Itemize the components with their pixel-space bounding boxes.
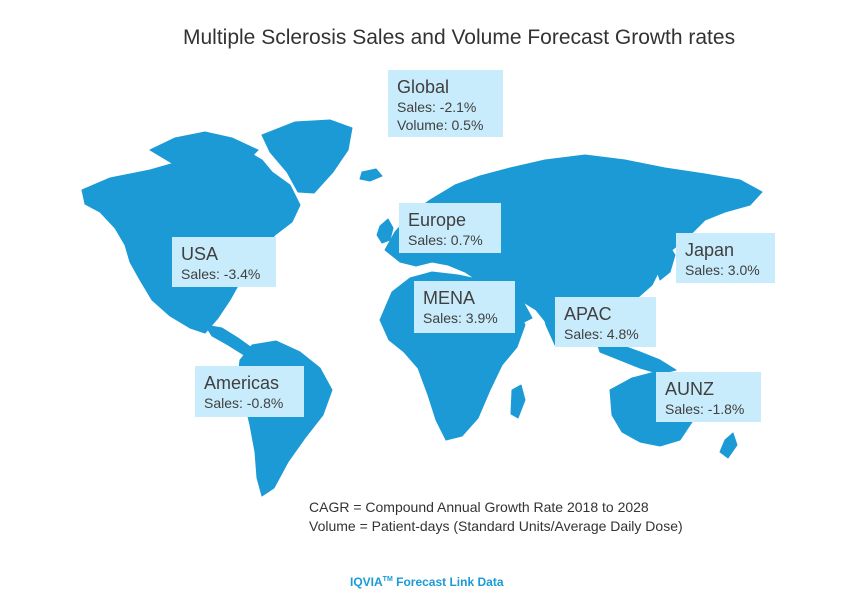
source-brand: IQVIA	[350, 575, 383, 589]
region-label-americas: Americas Sales: -0.8%	[195, 366, 304, 417]
source-trademark: TM	[382, 576, 393, 583]
footnote-volume: Volume = Patient-days (Standard Units/Av…	[309, 518, 683, 534]
british-isles-landmass	[376, 218, 394, 244]
region-name-global: Global	[397, 77, 450, 97]
region-sales-global: Sales: -2.1%	[397, 99, 477, 115]
region-name-mena: MENA	[423, 288, 476, 308]
region-sales-japan: Sales: 3.0%	[685, 262, 760, 278]
region-name-usa: USA	[181, 244, 219, 264]
region-label-mena: MENA Sales: 3.9%	[414, 281, 515, 333]
region-sales-mena: Sales: 3.9%	[423, 310, 498, 326]
region-label-apac: APAC Sales: 4.8%	[555, 297, 656, 347]
madagascar-landmass	[510, 384, 526, 419]
footnote-cagr: CAGR = Compound Annual Growth Rate 2018 …	[309, 499, 649, 515]
new-zealand-landmass	[719, 432, 738, 459]
footnote: CAGR = Compound Annual Growth Rate 2018 …	[309, 498, 683, 536]
south-america-landmass	[237, 340, 333, 497]
arctic-islands-landmass	[149, 131, 259, 166]
region-name-japan: Japan	[685, 240, 735, 260]
chart-title: Multiple Sclerosis Sales and Volume Fore…	[183, 26, 736, 49]
region-sales-europe: Sales: 0.7%	[408, 232, 483, 248]
region-name-apac: APAC	[564, 304, 612, 324]
region-volume-global: Volume: 0.5%	[397, 117, 484, 133]
region-sales-apac: Sales: 4.8%	[564, 326, 639, 342]
iceland-landmass	[359, 168, 383, 182]
region-name-europe: Europe	[408, 210, 467, 230]
japan-landmass	[655, 243, 676, 281]
region-label-global: Global Sales: -2.1% Volume: 0.5%	[388, 70, 503, 137]
region-label-usa: USA Sales: -3.4%	[172, 237, 276, 287]
region-sales-aunz: Sales: -1.8%	[665, 401, 745, 417]
region-label-europe: Europe Sales: 0.7%	[399, 203, 501, 253]
region-sales-americas: Sales: -0.8%	[204, 395, 284, 411]
greenland-landmass	[261, 119, 353, 194]
region-sales-usa: Sales: -3.4%	[181, 266, 261, 282]
region-name-americas: Americas	[204, 373, 280, 393]
region-label-japan: Japan Sales: 3.0%	[676, 233, 775, 283]
source-text: Forecast Link Data	[396, 575, 504, 589]
region-label-aunz: AUNZ Sales: -1.8%	[656, 372, 761, 422]
region-name-aunz: AUNZ	[665, 379, 714, 399]
source-credit: IQVIATM Forecast Link Data	[350, 575, 504, 589]
